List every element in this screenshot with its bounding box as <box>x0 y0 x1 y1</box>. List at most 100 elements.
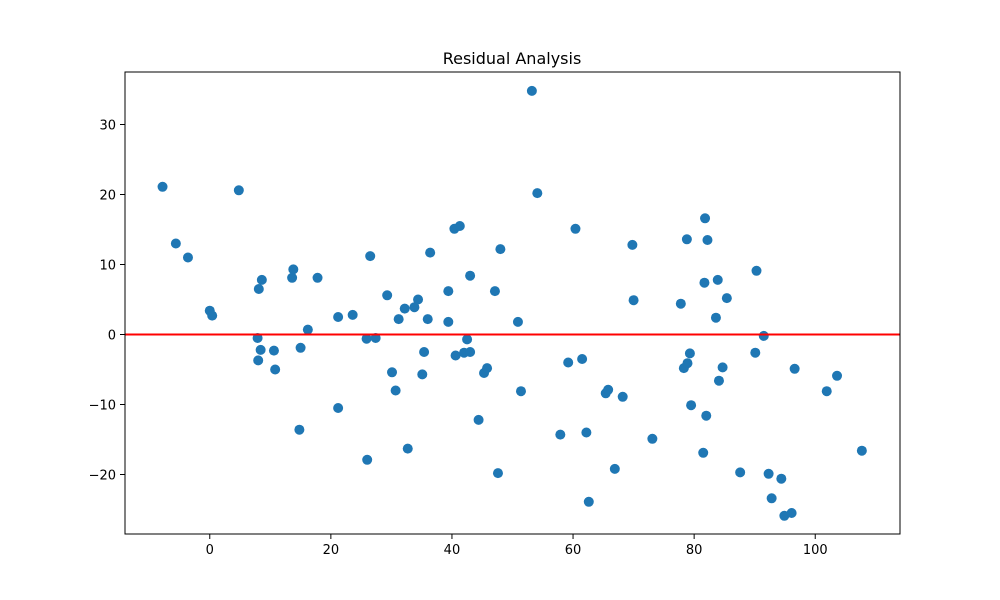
data-point <box>751 265 762 276</box>
data-point <box>563 357 574 368</box>
axes-frame <box>124 71 901 535</box>
data-point <box>735 467 746 478</box>
data-point <box>409 302 420 313</box>
data-point <box>347 309 358 320</box>
data-point <box>682 358 693 369</box>
data-point <box>577 354 588 364</box>
data-point <box>702 235 713 245</box>
data-point <box>473 414 484 425</box>
chart-title: Residual Analysis <box>443 49 582 68</box>
data-point <box>698 447 709 458</box>
data-point <box>532 188 543 199</box>
data-point <box>489 286 500 297</box>
data-point <box>675 298 686 309</box>
data-point <box>270 364 281 375</box>
data-point <box>333 403 344 413</box>
y-tick-label: 10 <box>99 259 116 274</box>
data-point <box>583 496 594 507</box>
data-point <box>302 324 313 335</box>
data-point <box>419 347 430 357</box>
data-point <box>287 272 298 283</box>
data-point <box>233 185 244 196</box>
data-point <box>462 334 473 345</box>
data-point <box>570 223 581 234</box>
data-point <box>581 427 592 438</box>
data-point <box>454 221 465 231</box>
data-point <box>515 386 526 397</box>
data-point <box>821 386 832 397</box>
data-point <box>253 355 264 366</box>
data-point <box>365 251 376 262</box>
data-point <box>157 181 168 192</box>
data-point <box>512 316 523 327</box>
data-point <box>492 468 503 479</box>
x-tick-label: 60 <box>565 543 582 558</box>
data-point <box>758 330 769 341</box>
data-point <box>425 247 436 258</box>
data-point <box>684 348 695 359</box>
data-point <box>699 277 710 288</box>
plot-area: 0 20 40 60 80 100 −20 −10 0 10 20 30 <box>89 71 901 558</box>
data-point <box>555 429 566 440</box>
data-point <box>170 238 181 249</box>
y-tick-label: 30 <box>99 119 116 134</box>
data-point <box>295 342 306 353</box>
data-point <box>717 362 728 373</box>
data-point <box>268 345 279 356</box>
data-point <box>361 333 372 344</box>
data-point <box>721 293 732 304</box>
data-point <box>362 454 373 465</box>
data-point <box>647 433 658 444</box>
data-point <box>750 347 761 358</box>
data-point <box>856 445 867 456</box>
x-tick-label: 100 <box>803 543 828 558</box>
data-point <box>207 310 218 321</box>
data-point <box>253 284 264 294</box>
data-point <box>417 369 428 380</box>
data-point <box>382 290 393 301</box>
data-point <box>333 312 344 322</box>
data-point <box>465 270 476 281</box>
data-point <box>294 424 305 435</box>
data-point <box>465 347 476 357</box>
data-point <box>255 344 266 355</box>
x-tick-label: 40 <box>444 543 461 558</box>
y-tick-label: 20 <box>99 189 116 204</box>
data-point <box>443 316 454 327</box>
data-point <box>681 234 692 245</box>
y-tick-label: 0 <box>108 329 116 344</box>
data-point <box>763 468 774 479</box>
data-point <box>495 244 506 255</box>
data-point <box>603 384 614 395</box>
data-point <box>686 400 697 411</box>
data-point <box>288 264 299 275</box>
data-point <box>700 213 711 224</box>
data-point <box>387 367 398 378</box>
data-point <box>402 443 413 454</box>
data-point <box>256 274 267 285</box>
data-point <box>312 272 323 283</box>
y-tick-label: −20 <box>89 469 116 484</box>
data-point <box>789 363 800 374</box>
data-point <box>393 314 404 325</box>
data-point <box>482 363 493 374</box>
data-point <box>832 370 843 381</box>
data-point <box>390 385 401 396</box>
data-point <box>399 303 410 314</box>
data-point <box>776 473 787 484</box>
data-point <box>766 493 777 504</box>
data-point <box>413 294 424 305</box>
data-point <box>701 410 712 421</box>
data-point <box>628 295 639 306</box>
data-point <box>627 239 638 250</box>
data-point <box>713 375 724 386</box>
data-point <box>443 286 454 297</box>
data-point <box>617 391 628 402</box>
data-point <box>786 508 797 518</box>
data-point <box>422 314 433 325</box>
x-tick-label: 20 <box>323 543 340 558</box>
y-tick-label: −10 <box>89 399 116 414</box>
